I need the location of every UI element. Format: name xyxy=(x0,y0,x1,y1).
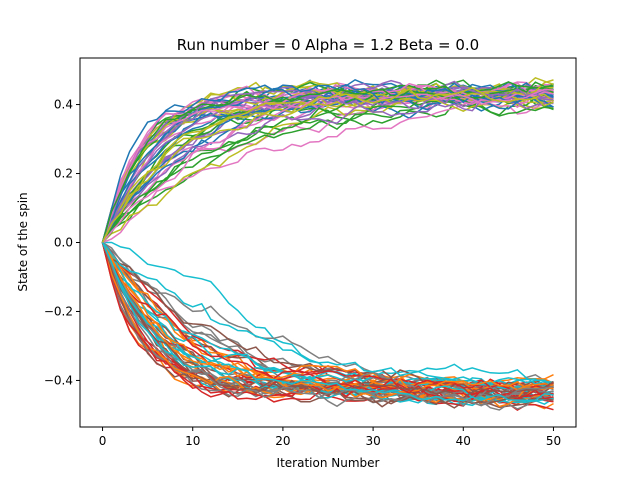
spin-series-line xyxy=(101,242,554,391)
spin-series-line xyxy=(101,242,554,401)
x-tick-label: 10 xyxy=(185,434,200,448)
spin-series-line xyxy=(101,242,554,404)
chart-title: Run number = 0 Alpha = 1.2 Beta = 0.0 xyxy=(177,36,479,54)
y-tick-label: 0.2 xyxy=(54,167,73,181)
spin-series-line xyxy=(101,87,554,243)
y-axis-ticks: −0.4 −0.2 0.0 0.2 0.4 xyxy=(44,98,80,387)
spin-series-line xyxy=(101,86,554,243)
spin-series-line xyxy=(101,88,554,243)
spin-series-line xyxy=(101,242,554,402)
spin-series-line xyxy=(101,88,554,243)
x-axis-ticks: 0 10 20 30 40 50 xyxy=(99,427,561,448)
x-tick-label: 0 xyxy=(99,434,107,448)
x-tick-label: 20 xyxy=(275,434,290,448)
spin-series-line xyxy=(101,82,554,243)
x-tick-label: 50 xyxy=(546,434,561,448)
spin-series-line xyxy=(101,242,554,399)
x-axis-label: Iteration Number xyxy=(277,456,380,470)
x-tick-label: 40 xyxy=(456,434,471,448)
x-tick-label: 30 xyxy=(365,434,380,448)
y-tick-label: −0.2 xyxy=(44,304,73,318)
y-tick-label: −0.4 xyxy=(44,373,73,387)
spin-series-line xyxy=(101,242,554,385)
y-tick-label: 0.0 xyxy=(54,236,73,250)
y-axis-label: State of the spin xyxy=(16,192,30,291)
y-tick-label: 0.4 xyxy=(54,98,73,112)
spin-series-line xyxy=(101,242,554,399)
spin-series-line xyxy=(101,242,554,408)
spin-series-line xyxy=(101,81,554,243)
series-group xyxy=(101,76,554,411)
